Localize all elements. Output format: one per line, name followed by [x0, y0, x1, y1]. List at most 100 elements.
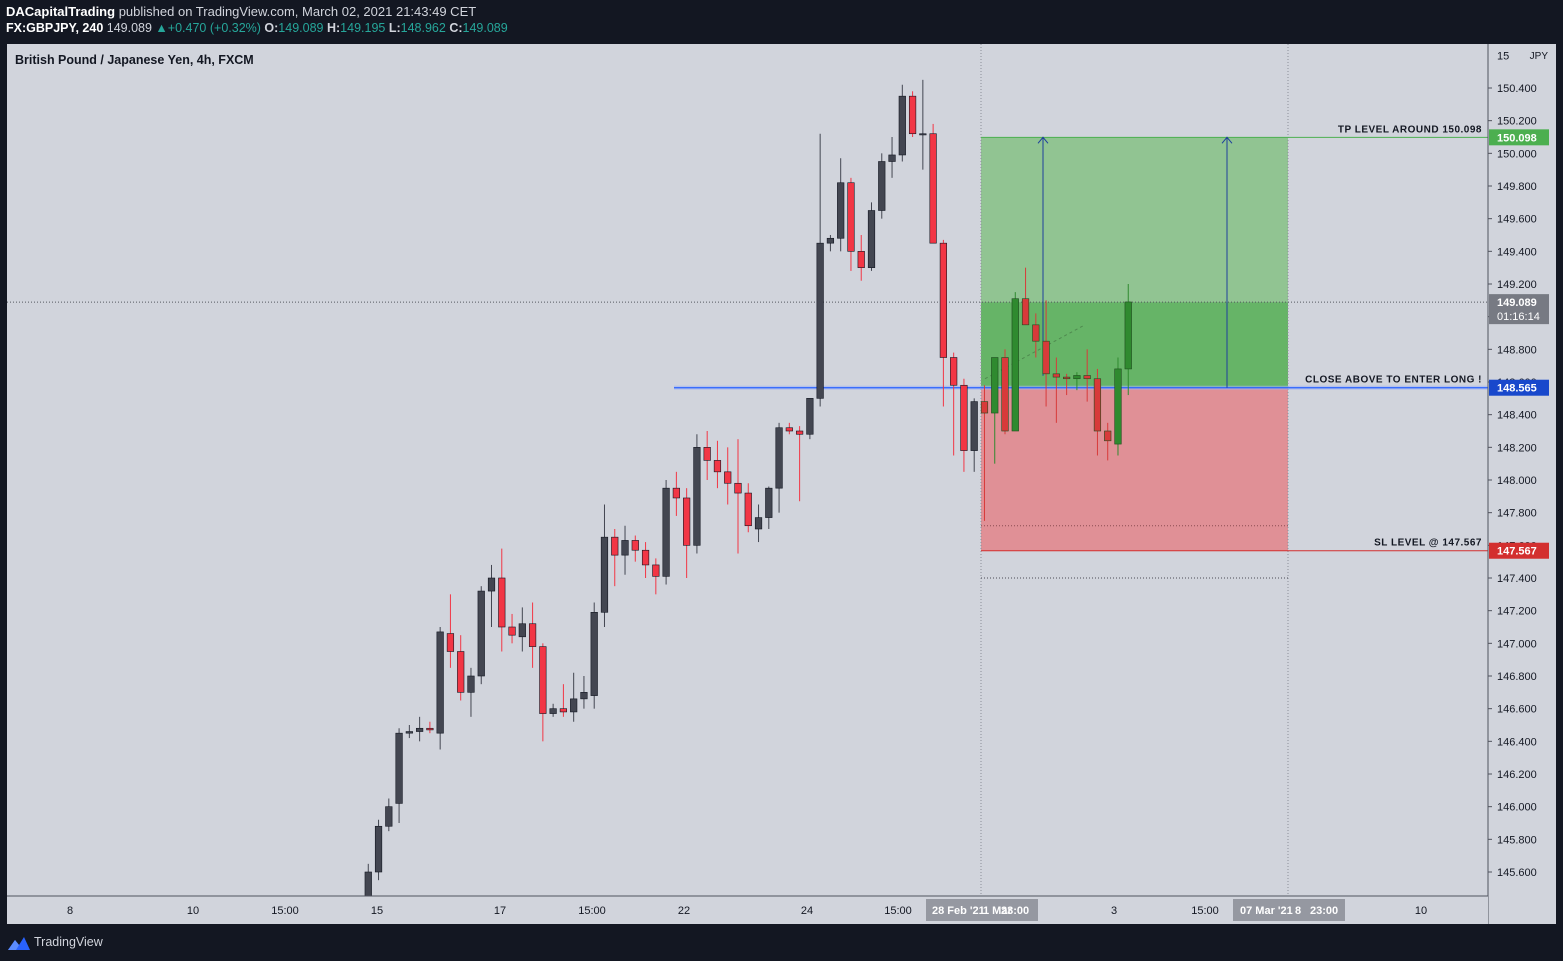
time-tick-label: 15: [371, 905, 383, 917]
price-tick-label: 149.800: [1497, 181, 1537, 193]
price-tick-label: 149.400: [1497, 246, 1537, 258]
currency-label: JPY: [1529, 51, 1548, 62]
candle-body-60: [970, 401, 978, 451]
price-tick-label: 147.400: [1497, 573, 1537, 585]
candle-body-56: [929, 133, 937, 244]
price-tick-label: 149.600: [1497, 214, 1537, 226]
price-tick-label: 148.800: [1497, 344, 1537, 356]
candle-body-70: [1073, 375, 1081, 380]
price-tick-label: 150.400: [1497, 83, 1537, 95]
tp-price-label-bg: [1489, 129, 1549, 146]
chart-area[interactable]: TP LEVEL AROUND 150.098 CLOSE ABOVE TO EN…: [7, 44, 1556, 924]
close-value: 149.089: [462, 21, 508, 35]
candle-body-74: [1114, 368, 1122, 445]
candle-body-14: [498, 577, 506, 628]
candle-body-27: [631, 540, 639, 551]
author-name[interactable]: DACapitalTrading: [6, 4, 116, 19]
profit-zone-upper: [981, 137, 1288, 303]
candle-body-6: [416, 727, 424, 732]
candle-body-26: [621, 540, 629, 556]
price-tick-label: 146.200: [1497, 769, 1537, 781]
price-tick-label: 146.800: [1497, 671, 1537, 683]
time-tick-label: 24: [801, 905, 813, 917]
price-tick-label: 147.800: [1497, 508, 1537, 520]
candle-body-59: [960, 384, 968, 451]
candle-body-5: [405, 731, 413, 734]
price-change: +0.470 (+0.32%): [167, 21, 261, 35]
time-tick-label: 10: [1415, 905, 1427, 917]
candle-body-50: [867, 210, 876, 268]
low-value: 148.962: [400, 21, 446, 35]
tradingview-logo-icon[interactable]: [7, 934, 31, 952]
time-tick-label: 8: [67, 905, 73, 917]
candle-body-63: [1001, 357, 1009, 432]
candles-group: [354, 79, 1132, 924]
high-label: H:: [326, 21, 341, 35]
publish-info: DACapitalTrading published on TradingVie…: [6, 4, 476, 19]
candle-body-34: [703, 447, 711, 461]
price-tick-label: 146.600: [1497, 704, 1537, 716]
low-label: L:: [388, 21, 401, 35]
tp-price-label: 150.098: [1497, 132, 1537, 144]
price-tick-label: 146.400: [1497, 736, 1537, 748]
range-start-label-bg: [926, 899, 1038, 921]
candle-body-46: [826, 237, 835, 244]
candle-body-42: [785, 427, 793, 432]
footer-bar: TradingView: [0, 926, 1563, 961]
candle-body-49: [857, 251, 865, 268]
candle-body-21: [570, 698, 578, 713]
candle-body-54: [908, 95, 917, 135]
candle-body-71: [1083, 375, 1091, 380]
candle-body-38: [744, 492, 752, 527]
candle-body-30: [662, 487, 670, 577]
candle-body-66: [1032, 324, 1040, 342]
candle-body-61: [980, 401, 989, 414]
candle-body-13: [487, 577, 496, 592]
candle-body-58: [950, 357, 958, 386]
price-chart[interactable]: TP LEVEL AROUND 150.098 CLOSE ABOVE TO EN…: [7, 44, 1556, 924]
last-price-label-countdown: 01:16:14: [1497, 311, 1540, 323]
price-tick-label: 148.000: [1497, 475, 1537, 487]
last-price: 149.089: [106, 21, 152, 35]
sl-price-label: 147.567: [1497, 546, 1537, 558]
candle-body-55: [919, 133, 927, 136]
open-value: 149.089: [278, 21, 324, 35]
candle-body-37: [734, 482, 742, 494]
price-axis-background: [1488, 44, 1556, 924]
candle-body-29: [652, 564, 660, 577]
tradingview-brand[interactable]: TradingView: [34, 935, 103, 949]
candle-body-4: [395, 732, 403, 804]
entry-price-label: 148.565: [1497, 383, 1537, 395]
candle-body-20: [559, 708, 567, 713]
candle-body-15: [508, 626, 516, 636]
candle-body-32: [683, 497, 691, 546]
candle-body-52: [888, 154, 896, 162]
candle-body-64: [1011, 298, 1019, 432]
candle-body-47: [837, 182, 845, 239]
candle-body-44: [806, 398, 814, 435]
candle-body-22: [580, 692, 588, 700]
candle-body-65: [1021, 298, 1030, 326]
candle-body-33: [693, 447, 701, 546]
last-price-label: 149.089: [1497, 297, 1537, 309]
candle-body-16: [518, 623, 526, 638]
candle-body-51: [878, 161, 886, 211]
last-price-label-bg: [1489, 294, 1549, 325]
candle-body-73: [1104, 430, 1112, 442]
target-arrowhead-2: [1221, 136, 1233, 144]
candle-body-28: [641, 549, 650, 566]
candle-body-69: [1063, 376, 1071, 380]
symbol-info: FX:GBPJPY, 240 149.089 ▲+0.470 (+0.32%) …: [6, 21, 508, 35]
candle-body-7: [426, 727, 434, 731]
range-end-date: 07 Mar '21: [1240, 905, 1293, 917]
time-tick-label: 15:00: [271, 905, 299, 917]
candle-body-24: [600, 536, 609, 613]
high-value: 149.195: [340, 21, 386, 35]
price-tick-label: 145.800: [1497, 834, 1537, 846]
candle-body-48: [847, 182, 855, 252]
symbol-name: FX:GBPJPY, 240: [6, 21, 104, 35]
candle-body-25: [611, 536, 619, 556]
candle-body-53: [898, 95, 906, 156]
up-arrow-icon: ▲: [155, 21, 168, 35]
candle-body-75: [1124, 301, 1132, 370]
